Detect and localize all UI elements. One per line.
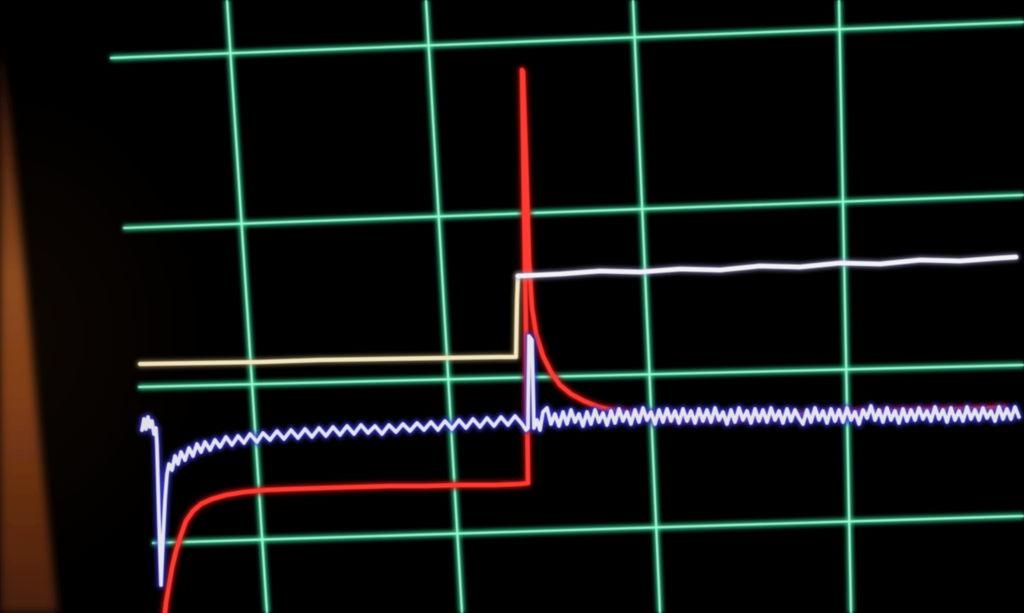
photo-of-monitor bbox=[0, 0, 1024, 613]
monitor-screen bbox=[0, 0, 1024, 613]
